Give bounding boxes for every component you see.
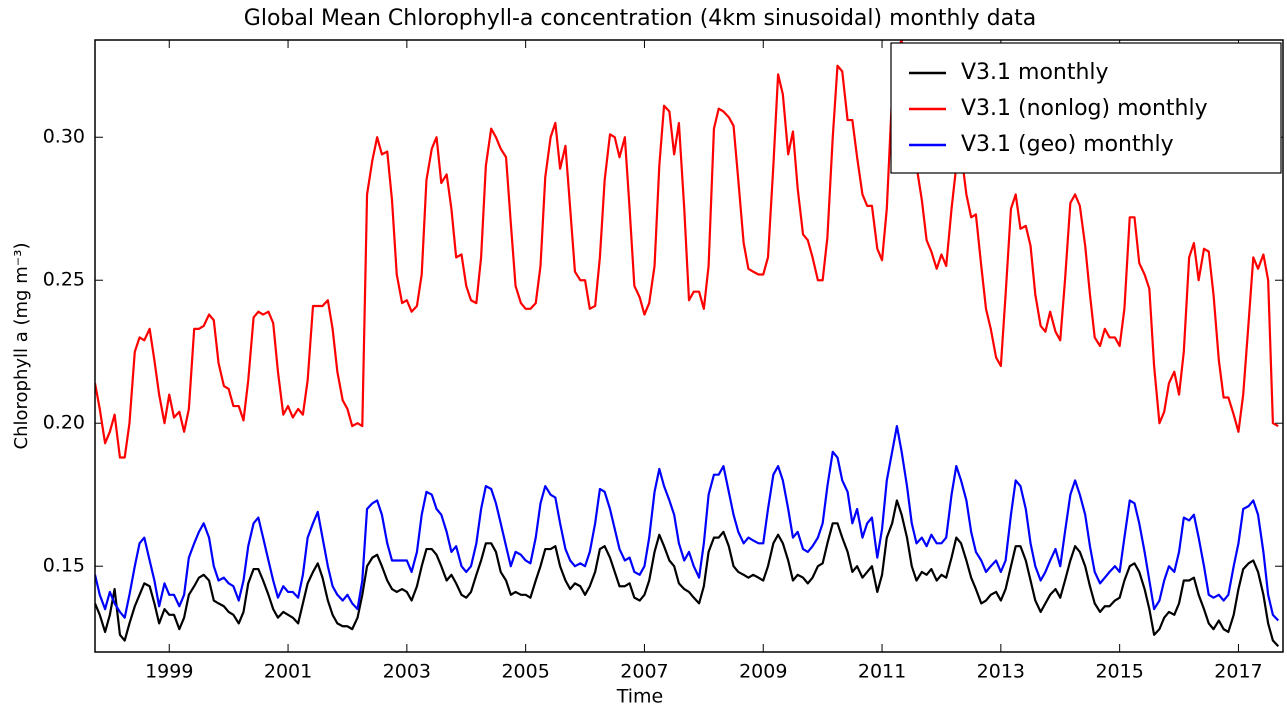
x-tick-label: 1999	[145, 661, 193, 683]
x-tick-label: 2003	[383, 661, 431, 683]
x-tick-label: 2007	[620, 661, 668, 683]
legend-label: V3.1 (nonlog) monthly	[961, 96, 1208, 121]
legend-box	[890, 42, 1282, 174]
x-axis-label: Time	[616, 686, 664, 708]
x-tick-label: 2009	[739, 661, 787, 683]
data-line	[95, 424, 1280, 622]
x-tick-label: 2005	[501, 661, 549, 683]
y-tick-label: 0.15	[43, 555, 85, 577]
legend-label: V3.1 monthly	[961, 60, 1109, 85]
x-tick-label: 2017	[1214, 661, 1262, 683]
legend-label: V3.1 (geo) monthly	[961, 132, 1174, 157]
y-tick-label: 0.30	[43, 126, 85, 148]
data-line	[95, 499, 1280, 648]
x-tick-label: 2015	[1095, 661, 1143, 683]
x-tick-label: 2001	[264, 661, 312, 683]
y-tick-label: 0.25	[43, 269, 85, 291]
plot-frame	[94, 39, 1284, 653]
y-tick-label: 0.20	[43, 412, 85, 434]
x-tick-label: 2011	[858, 661, 906, 683]
data-line	[95, 40, 1279, 459]
chart-title: Global Mean Chlorophyll-a concentration …	[244, 6, 1036, 31]
y-axis-label: Chlorophyll a (mg m⁻³)	[11, 243, 32, 450]
x-tick-label: 2013	[977, 661, 1025, 683]
